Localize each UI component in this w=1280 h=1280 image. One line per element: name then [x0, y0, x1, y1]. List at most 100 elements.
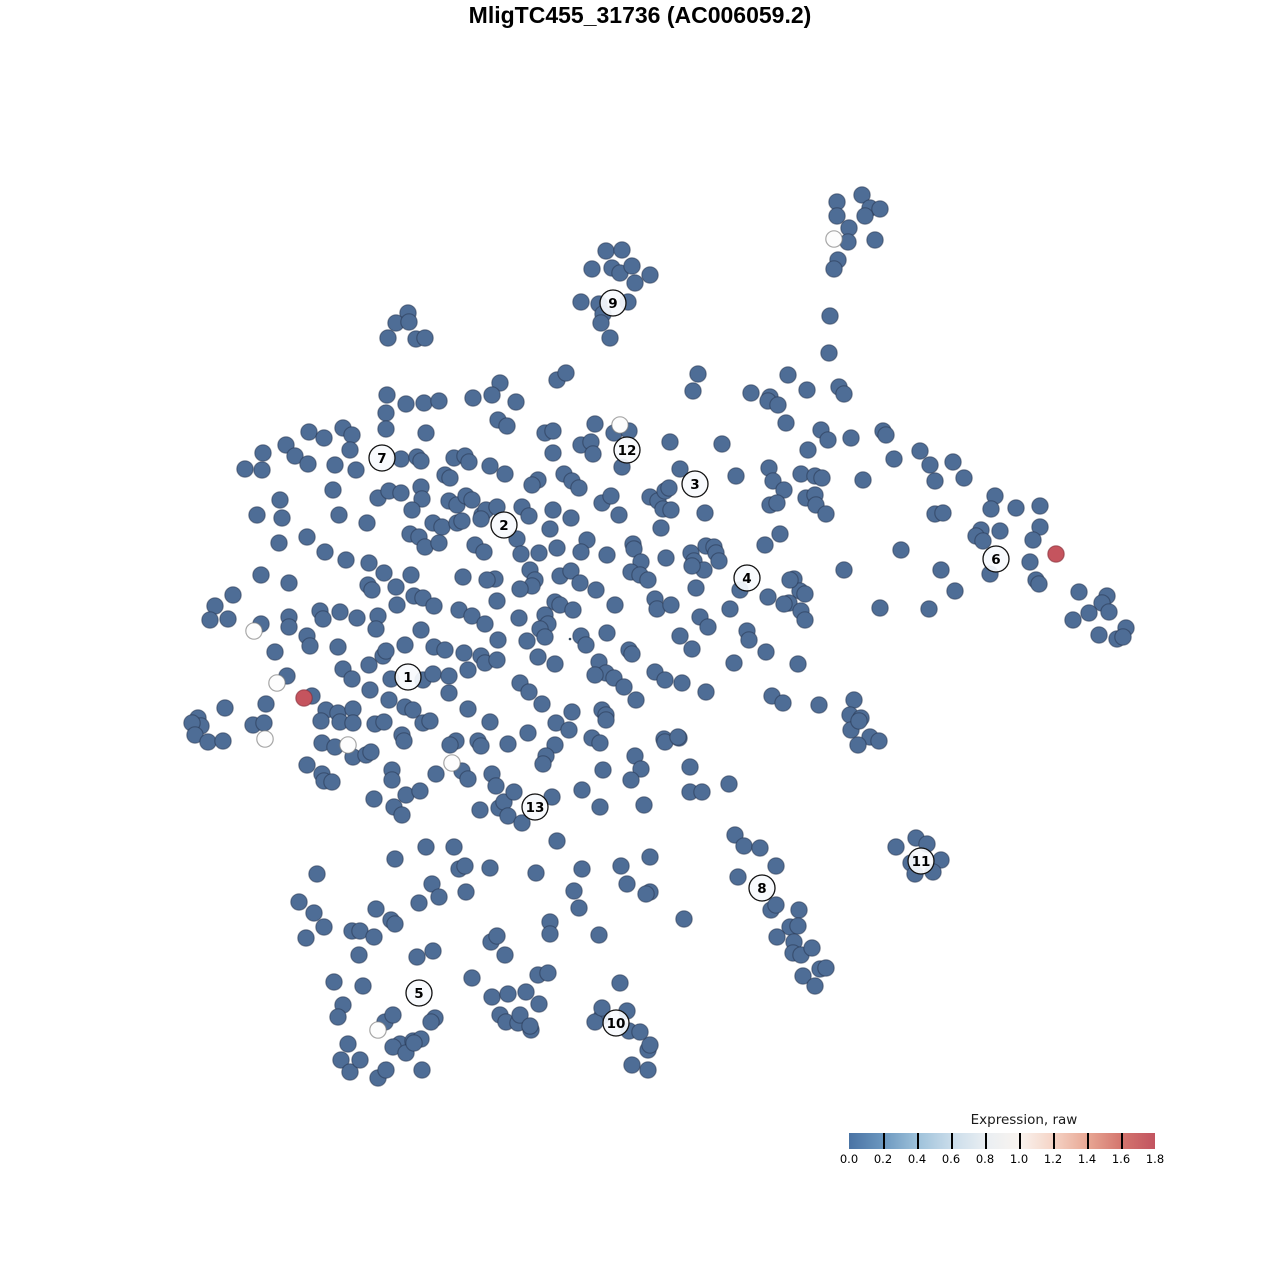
- data-point: [513, 814, 531, 832]
- data-point: [534, 755, 552, 773]
- data-point: [583, 260, 601, 278]
- data-point: [921, 456, 939, 474]
- data-point: [817, 959, 835, 977]
- data-point: [463, 491, 481, 509]
- data-point: [298, 756, 316, 774]
- data-point: [871, 599, 889, 617]
- data-point: [572, 293, 590, 311]
- data-point: [798, 381, 816, 399]
- data-point: [1030, 575, 1048, 593]
- data-point: [641, 266, 659, 284]
- data-point: [768, 928, 786, 946]
- data-point: [756, 536, 774, 554]
- data-point: [519, 724, 537, 742]
- data-point: [1031, 497, 1049, 515]
- data-point: [641, 848, 659, 866]
- data-point: [541, 925, 559, 943]
- data-point: [825, 230, 843, 248]
- data-point: [511, 580, 529, 598]
- data-point: [348, 609, 366, 627]
- data-point: [562, 562, 580, 580]
- data-point: [457, 883, 475, 901]
- data-point: [946, 582, 964, 600]
- data-point: [478, 571, 496, 589]
- data-point: [548, 832, 566, 850]
- data-point: [365, 928, 383, 946]
- data-point: [853, 186, 871, 204]
- data-point: [546, 655, 564, 673]
- data-point: [314, 610, 332, 628]
- data-point: [584, 445, 602, 463]
- data-point: [339, 736, 357, 754]
- data-point: [395, 732, 413, 750]
- data-point: [443, 754, 461, 772]
- data-point: [887, 838, 905, 856]
- data-point: [771, 525, 789, 543]
- data-point: [529, 648, 547, 666]
- data-point: [618, 875, 636, 893]
- cluster-label-5: 5: [405, 979, 433, 1007]
- data-point: [660, 479, 678, 497]
- data-point: [413, 490, 431, 508]
- data-point: [499, 807, 517, 825]
- data-point: [539, 964, 557, 982]
- data-point: [236, 460, 254, 478]
- data-point: [400, 313, 418, 331]
- data-point: [796, 585, 814, 603]
- data-point: [430, 888, 448, 906]
- data-point: [627, 691, 645, 709]
- data-point: [408, 948, 426, 966]
- data-point: [464, 389, 482, 407]
- data-point: [1100, 603, 1118, 621]
- data-point: [402, 566, 420, 584]
- data-point: [380, 691, 398, 709]
- cluster-label-12: 12: [613, 436, 641, 464]
- data-point: [517, 983, 535, 1001]
- data-point: [329, 1008, 347, 1026]
- data-point: [789, 917, 807, 935]
- data-point: [433, 518, 451, 536]
- data-point: [777, 414, 795, 432]
- data-point: [652, 519, 670, 537]
- data-point: [523, 476, 541, 494]
- data-point: [459, 770, 477, 788]
- svg-text:8: 8: [757, 881, 766, 897]
- data-point: [489, 631, 507, 649]
- cluster-label-4: 4: [733, 564, 761, 592]
- data-point: [324, 481, 342, 499]
- data-point: [471, 801, 489, 819]
- data-point: [245, 622, 263, 640]
- data-point: [290, 893, 308, 911]
- data-point: [361, 681, 379, 699]
- data-point: [520, 507, 538, 525]
- data-point: [424, 942, 442, 960]
- data-point: [1021, 553, 1039, 571]
- data-point: [430, 392, 448, 410]
- data-point: [386, 850, 404, 868]
- data-point: [560, 721, 578, 739]
- data-point: [611, 416, 629, 434]
- data-point: [1070, 583, 1088, 601]
- data-point: [590, 926, 608, 944]
- data-point: [920, 600, 938, 618]
- data-point: [404, 701, 422, 719]
- data-point: [498, 417, 516, 435]
- data-point: [673, 674, 691, 692]
- data-point: [598, 546, 616, 564]
- data-point: [363, 581, 381, 599]
- data-point: [496, 946, 514, 964]
- data-point: [425, 597, 443, 615]
- data-point: [440, 684, 458, 702]
- data-point: [544, 422, 562, 440]
- data-point: [475, 543, 493, 561]
- data-point: [298, 528, 316, 546]
- data-point: [669, 728, 687, 746]
- data-point: [347, 461, 365, 479]
- data-point: [459, 661, 477, 679]
- data-point: [767, 896, 785, 914]
- data-point: [789, 655, 807, 673]
- data-point: [1064, 611, 1082, 629]
- data-point: [297, 929, 315, 947]
- data-point: [877, 426, 895, 444]
- data-point: [331, 603, 349, 621]
